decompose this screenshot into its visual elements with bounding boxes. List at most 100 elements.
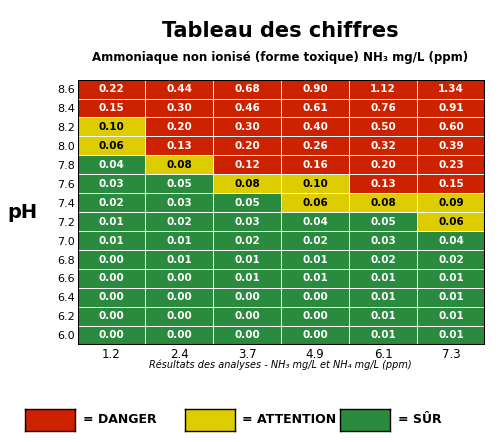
Bar bbox=[214, 155, 281, 174]
Bar bbox=[146, 174, 214, 193]
Bar bbox=[417, 193, 485, 212]
Text: 0.01: 0.01 bbox=[234, 255, 260, 264]
Bar bbox=[214, 99, 281, 118]
Bar bbox=[281, 155, 349, 174]
Bar bbox=[78, 250, 146, 269]
Bar bbox=[146, 269, 214, 288]
Bar bbox=[417, 99, 485, 118]
Text: 0.01: 0.01 bbox=[438, 293, 464, 302]
Text: 0.20: 0.20 bbox=[166, 122, 192, 132]
Bar bbox=[214, 231, 281, 250]
Bar bbox=[78, 118, 146, 137]
Text: 0.02: 0.02 bbox=[98, 198, 124, 208]
Text: 0.03: 0.03 bbox=[98, 179, 124, 189]
Text: 0.02: 0.02 bbox=[302, 236, 328, 246]
Bar bbox=[78, 288, 146, 307]
Bar bbox=[214, 269, 281, 288]
Bar bbox=[214, 80, 281, 99]
Text: 0.01: 0.01 bbox=[370, 330, 396, 340]
Bar bbox=[417, 155, 485, 174]
Bar bbox=[349, 80, 417, 99]
Text: 0.01: 0.01 bbox=[98, 236, 124, 246]
Bar bbox=[281, 212, 349, 231]
Bar bbox=[214, 118, 281, 137]
Bar bbox=[146, 137, 214, 155]
Text: Résultats des analyses - NH₃ mg/L et NH₄ mg/L (ppm): Résultats des analyses - NH₃ mg/L et NH₄… bbox=[148, 359, 412, 370]
Bar bbox=[281, 80, 349, 99]
Bar bbox=[78, 231, 146, 250]
Bar bbox=[281, 307, 349, 326]
Bar bbox=[146, 307, 214, 326]
Bar bbox=[214, 326, 281, 345]
Text: 0.02: 0.02 bbox=[370, 255, 396, 264]
Bar bbox=[146, 155, 214, 174]
Text: 0.01: 0.01 bbox=[370, 311, 396, 321]
Bar bbox=[281, 288, 349, 307]
Bar bbox=[349, 307, 417, 326]
Bar bbox=[349, 269, 417, 288]
Bar bbox=[349, 137, 417, 155]
Text: 0.12: 0.12 bbox=[234, 160, 260, 170]
Bar bbox=[78, 212, 146, 231]
Bar bbox=[417, 250, 485, 269]
Text: 0.76: 0.76 bbox=[370, 103, 396, 113]
Bar bbox=[417, 193, 485, 212]
Bar bbox=[281, 174, 349, 193]
Bar bbox=[78, 155, 146, 174]
Text: Tableau des chiffres: Tableau des chiffres bbox=[162, 21, 398, 41]
Bar bbox=[417, 99, 485, 118]
Bar bbox=[214, 250, 281, 269]
Bar bbox=[78, 193, 146, 212]
Bar bbox=[214, 174, 281, 193]
Text: 1.34: 1.34 bbox=[438, 84, 464, 94]
Bar bbox=[214, 269, 281, 288]
Bar bbox=[78, 80, 146, 99]
Bar bbox=[281, 326, 349, 345]
Bar bbox=[417, 326, 485, 345]
Text: 0.06: 0.06 bbox=[438, 217, 464, 227]
Text: 0.13: 0.13 bbox=[166, 141, 192, 151]
Bar bbox=[78, 269, 146, 288]
Bar bbox=[78, 231, 146, 250]
Bar bbox=[78, 288, 146, 307]
Bar bbox=[146, 118, 214, 137]
Text: pH: pH bbox=[8, 203, 38, 221]
Bar bbox=[146, 231, 214, 250]
Bar bbox=[349, 137, 417, 155]
Bar bbox=[417, 80, 485, 99]
Bar bbox=[146, 307, 214, 326]
Bar bbox=[417, 212, 485, 231]
Text: 0.00: 0.00 bbox=[166, 293, 192, 302]
Bar bbox=[349, 174, 417, 193]
Text: 0.02: 0.02 bbox=[438, 255, 464, 264]
Bar bbox=[281, 80, 349, 99]
Bar bbox=[349, 250, 417, 269]
Bar bbox=[146, 326, 214, 345]
Text: 0.06: 0.06 bbox=[302, 198, 328, 208]
Bar bbox=[417, 155, 485, 174]
Text: 0.00: 0.00 bbox=[98, 330, 124, 340]
Bar bbox=[349, 80, 417, 99]
Bar bbox=[78, 250, 146, 269]
Bar bbox=[417, 288, 485, 307]
Bar bbox=[417, 118, 485, 137]
Text: 0.91: 0.91 bbox=[438, 103, 464, 113]
Text: 0.00: 0.00 bbox=[302, 330, 328, 340]
Bar bbox=[146, 174, 214, 193]
Bar bbox=[146, 137, 214, 155]
Bar bbox=[349, 231, 417, 250]
Text: 0.03: 0.03 bbox=[234, 217, 260, 227]
Bar bbox=[214, 212, 281, 231]
Bar bbox=[214, 137, 281, 155]
Bar bbox=[214, 99, 281, 118]
Bar bbox=[281, 231, 349, 250]
Text: 0.00: 0.00 bbox=[98, 255, 124, 264]
Text: 0.00: 0.00 bbox=[166, 311, 192, 321]
Bar bbox=[78, 326, 146, 345]
Bar bbox=[417, 137, 485, 155]
Text: 0.01: 0.01 bbox=[98, 217, 124, 227]
Bar bbox=[349, 193, 417, 212]
Bar bbox=[417, 118, 485, 137]
Text: 0.16: 0.16 bbox=[302, 160, 328, 170]
Bar bbox=[417, 288, 485, 307]
